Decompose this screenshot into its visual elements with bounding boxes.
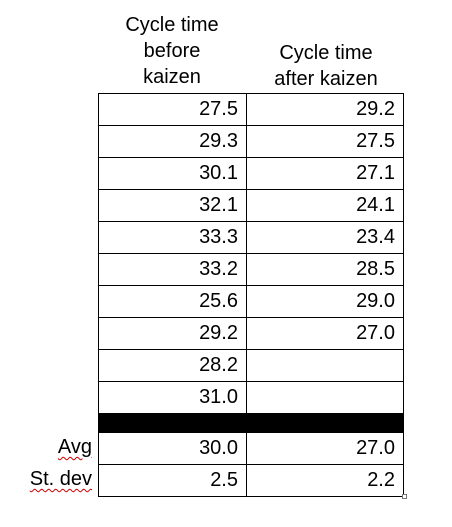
- before-cell-9[interactable]: 28.2: [98, 349, 247, 382]
- after-cell-1[interactable]: 29.2: [246, 93, 404, 126]
- stdev-after-cell[interactable]: 2.2: [246, 464, 404, 497]
- before-cell-2[interactable]: 29.3: [98, 125, 247, 158]
- resize-handle[interactable]: [402, 494, 407, 499]
- stdev-before-cell[interactable]: 2.5: [98, 464, 247, 497]
- before-cell-5[interactable]: 33.3: [98, 221, 247, 254]
- header-cycle-time-after-kaizen: Cycle time after kaizen: [248, 40, 404, 92]
- before-cell-4[interactable]: 32.1: [98, 189, 247, 222]
- stdev-label-text: St. dev: [29, 468, 92, 490]
- after-cell-5[interactable]: 23.4: [246, 221, 404, 254]
- after-cell-2[interactable]: 27.5: [246, 125, 404, 158]
- header-after-line-1: Cycle time: [279, 42, 373, 64]
- avg-label: Avg: [12, 432, 92, 462]
- after-cell-8[interactable]: 27.0: [246, 317, 404, 350]
- header-before-line-2: before: [143, 40, 201, 62]
- before-cell-10[interactable]: 31.0: [98, 381, 247, 414]
- separator-row: [98, 413, 404, 432]
- avg-before-cell[interactable]: 30.0: [98, 432, 247, 465]
- after-cell-7[interactable]: 29.0: [246, 285, 404, 318]
- stdev-label: St. dev: [12, 464, 92, 494]
- before-cell-3[interactable]: 30.1: [98, 157, 247, 190]
- after-cell-9[interactable]: [246, 349, 404, 382]
- before-cell-1[interactable]: 27.5: [98, 93, 247, 126]
- header-after-line-2: after kaizen: [274, 68, 378, 90]
- avg-label-text: Avg: [57, 436, 92, 458]
- after-cell-10[interactable]: [246, 381, 404, 414]
- header-cycle-time-before-kaizen: Cycle time before kaizen: [98, 12, 246, 90]
- header-before-line-1: Cycle time: [125, 14, 219, 36]
- after-cell-4[interactable]: 24.1: [246, 189, 404, 222]
- after-cell-3[interactable]: 27.1: [246, 157, 404, 190]
- after-cell-6[interactable]: 28.5: [246, 253, 404, 286]
- avg-after-cell[interactable]: 27.0: [246, 432, 404, 465]
- before-cell-7[interactable]: 25.6: [98, 285, 247, 318]
- before-cell-8[interactable]: 29.2: [98, 317, 247, 350]
- before-cell-6[interactable]: 33.2: [98, 253, 247, 286]
- header-before-line-3: kaizen: [143, 66, 201, 88]
